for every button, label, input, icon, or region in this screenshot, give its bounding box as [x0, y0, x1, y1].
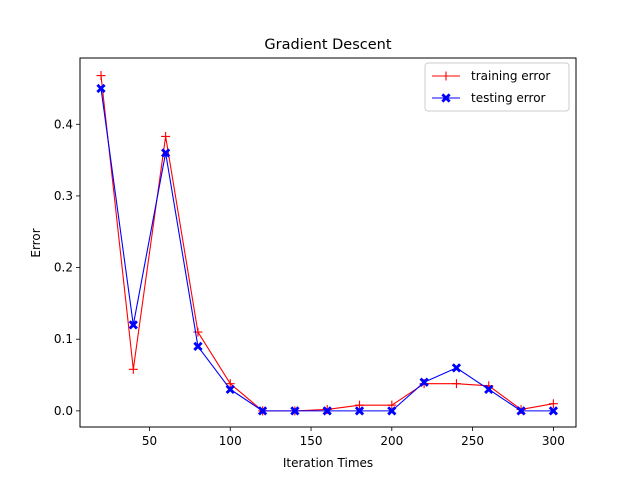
testing-error-point — [128, 320, 138, 330]
y-tick-label: 0.1 — [54, 332, 73, 346]
x-tick-label: 300 — [542, 434, 565, 448]
testing-error-point — [257, 406, 268, 416]
plot-area — [96, 71, 559, 416]
x-tick-label: 250 — [461, 434, 484, 448]
y-tick-label: 0.0 — [54, 404, 73, 418]
testing-error-point — [96, 83, 106, 94]
y-axis-label: Error — [29, 228, 43, 257]
training-error-point — [96, 71, 106, 81]
axis-ticks: 50 100 150 200 250 300 0.0 0.1 0.2 0.3 0.4 — [54, 117, 565, 448]
training-error-point — [451, 379, 461, 389]
training-error-point — [193, 327, 203, 337]
testing-error-point — [225, 384, 235, 395]
y-tick-label: 0.3 — [54, 189, 73, 203]
testing-error-point — [548, 406, 559, 416]
training-error-point — [128, 364, 138, 374]
testing-error-point — [387, 406, 397, 416]
legend-label-training-error: training error — [471, 69, 550, 83]
legend-label-testing-error: testing error — [471, 91, 546, 105]
testing-error-point — [354, 406, 365, 416]
y-tick-label: 0.2 — [54, 261, 73, 275]
x-tick-label: 50 — [142, 434, 157, 448]
training-error-point — [548, 399, 558, 409]
testing-error-point — [419, 377, 429, 387]
training-error-point — [387, 400, 397, 410]
x-axis-label: Iteration Times — [283, 456, 373, 470]
legend: training error testing error — [424, 62, 570, 112]
testing-error-point — [290, 406, 300, 416]
testing-error-point — [322, 406, 332, 416]
testing-error-point — [161, 148, 171, 158]
y-tick-label: 0.4 — [54, 117, 73, 131]
axes-frame — [79, 57, 577, 428]
legend-testing-error-marker — [441, 93, 451, 103]
testing-error-point — [516, 406, 526, 416]
training-error-point — [355, 400, 365, 410]
legend-training-error-marker — [441, 71, 451, 81]
x-tick-label: 150 — [300, 434, 323, 448]
chart-title: Gradient Descent — [264, 37, 391, 53]
x-tick-label: 100 — [219, 434, 242, 448]
training-error-point — [161, 131, 171, 141]
legend-box — [424, 62, 570, 112]
testing-error-point — [451, 363, 462, 373]
x-tick-label: 200 — [380, 434, 403, 448]
testing-error-point — [193, 341, 203, 352]
training-error-point — [225, 379, 235, 389]
testing-error-point — [484, 384, 494, 395]
